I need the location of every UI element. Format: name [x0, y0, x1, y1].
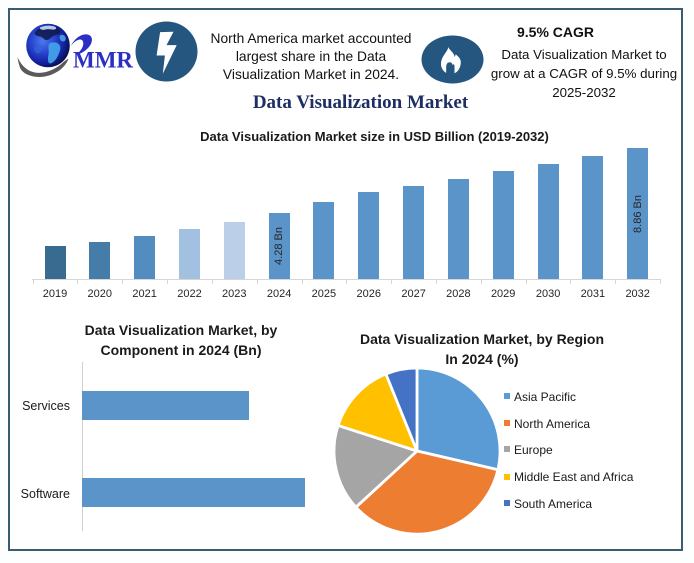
- svg-text:MMR: MMR: [73, 48, 133, 73]
